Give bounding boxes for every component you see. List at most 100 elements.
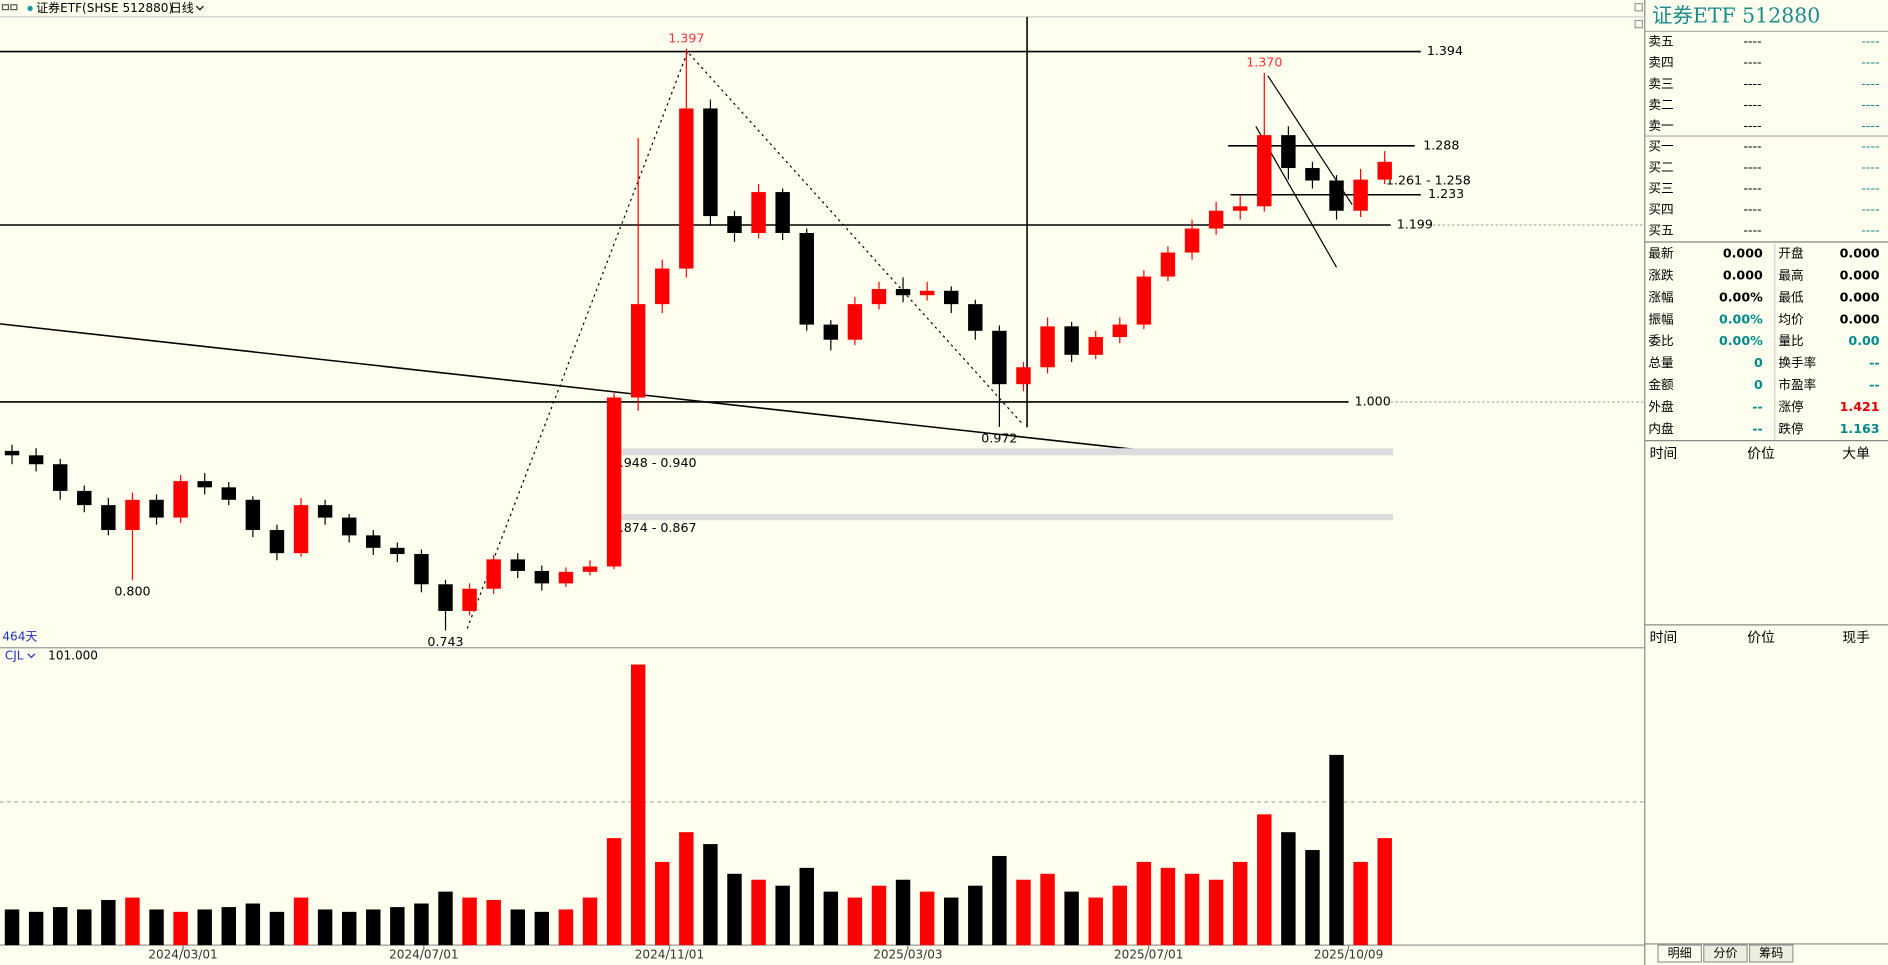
candle-body [871,289,887,305]
book-label: 卖三 [1648,76,1673,91]
candle-body [52,464,68,491]
book-label: 卖四 [1648,55,1673,70]
stat-value: 0.00% [1719,311,1763,326]
low-label: 0.800 [114,583,150,598]
volume-bar [125,897,140,946]
trend-line[interactable] [0,323,1154,453]
high-label: 1.397 [668,31,704,46]
volume-bar [992,855,1007,946]
candle-body [1064,326,1079,355]
window-button[interactable] [1634,3,1643,12]
tab[interactable] [1703,944,1748,963]
candle-body [245,499,261,531]
dropdown-icon[interactable] [195,5,204,11]
level-label: 1.233 [1428,186,1464,201]
candle-body [77,490,92,506]
stat-label: 均价 [1778,311,1804,326]
icon[interactable] [10,4,18,11]
volume-bar [1064,891,1079,946]
x-tick-label: 2025/03/03 [873,947,942,961]
period[interactable]: 日线 [170,1,194,15]
candle-body [28,455,44,465]
icon[interactable] [1,4,10,11]
candle-body [4,450,20,456]
candle-body [775,192,790,233]
candle-body [1040,326,1055,368]
stat-value: -- [1752,421,1762,436]
volume-bar [173,911,188,946]
indicator-name[interactable]: CJL [5,649,24,663]
volume-bar [1160,867,1176,946]
volume-bar [679,832,694,946]
book-price: ---- [1743,97,1761,112]
book-volume: ---- [1861,181,1879,196]
volume-bar [1281,832,1296,946]
candle-body [1377,161,1392,180]
stat-value: 1.421 [1840,399,1880,414]
candle-body [462,588,477,611]
book-volume: ---- [1861,76,1879,91]
candle-body [293,505,309,554]
volume-bar [1016,879,1031,946]
symbol[interactable]: 证券ETF(SHSE 512880) [36,0,173,15]
stat-label: 内盘 [1648,421,1674,436]
volume-bar [703,844,718,946]
dropdown-icon[interactable] [27,653,36,659]
volume-bar [245,903,261,946]
book-price: ---- [1743,223,1761,238]
candle-body [317,505,333,518]
stat-value: 0.000 [1840,246,1880,261]
column-header: 价位 [1747,446,1775,462]
candle-body [1305,168,1320,181]
tab-label[interactable]: 分价 [1713,946,1737,960]
window-button[interactable] [1634,19,1643,29]
candle-body [919,290,935,296]
candle-body [751,192,766,233]
book-label: 买一 [1648,138,1674,153]
candle-body [1088,337,1103,355]
candle-body [1281,135,1296,169]
tab[interactable] [1748,944,1794,963]
volume-bar [1184,873,1200,946]
candle-body [221,487,236,500]
panel-title: 证券ETF 512880 [1652,3,1820,27]
volume-bar [919,891,935,946]
candle-body [679,108,694,269]
tab-label[interactable]: 筹码 [1759,946,1783,960]
volume-bar [293,897,309,946]
candle-body [510,559,525,571]
tab-label[interactable]: 明细 [1668,946,1692,960]
candle-body [1232,206,1248,211]
book-volume: ---- [1861,223,1879,238]
volume-bar [4,909,20,946]
candle-body [341,517,357,536]
wave-line[interactable] [466,50,1024,629]
volume-bar [1305,850,1320,946]
stat-label: 总量 [1648,355,1674,370]
volume-bar [101,899,116,946]
x-tick-label: 2025/10/09 [1314,947,1383,961]
level-label: 1.394 [1427,43,1463,58]
zone-label: 0.874 - 0.867 [612,520,697,535]
book-label: 买三 [1648,181,1673,196]
stat-value: 0.000 [1840,289,1880,304]
x-tick-label: 2024/11/01 [635,947,704,961]
indicator-value: 101.000 [48,649,98,663]
candle-body [390,547,405,555]
book-price: ---- [1743,138,1761,153]
stat-label: 量比 [1778,333,1803,348]
candle-body [895,289,911,296]
candle-body [1016,367,1031,385]
volume-bar [751,879,766,946]
book-price: ---- [1743,55,1761,70]
tab[interactable] [1657,944,1702,963]
stat-value: 0 [1754,355,1763,370]
candle-body [1208,210,1224,229]
book-label: 卖五 [1648,34,1673,49]
volume-bar [486,899,501,946]
column-header: 大单 [1842,446,1870,462]
volume-bar [1257,814,1272,946]
stat-value: 0 [1754,377,1763,392]
candle-body [799,232,814,325]
